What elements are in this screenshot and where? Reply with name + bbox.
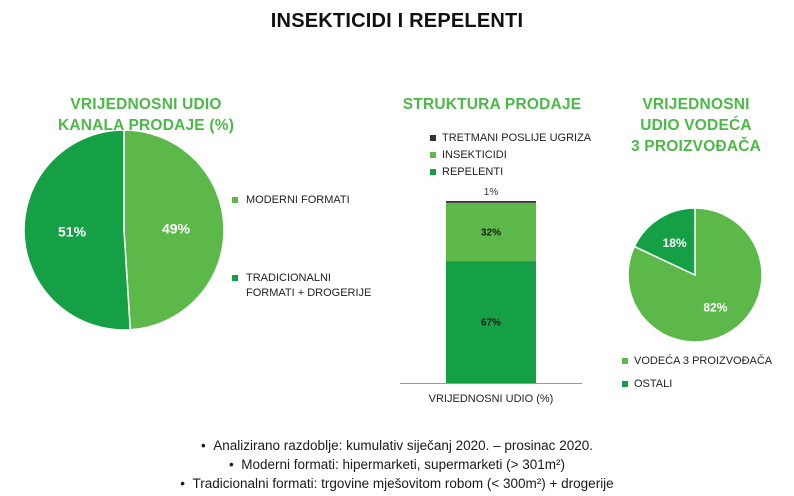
chart2-legend-swatch-repelenti (430, 169, 436, 175)
note-item-tradicionalni: • Tradicionalni formati: trgovine mješov… (180, 476, 614, 491)
chart1-legend: MODERNI FORMATI TRADICIONALNI FORMATI + … (232, 193, 371, 301)
chart2-legend-item-tretmani: TRETMANI POSLIJE UGRIZA (430, 131, 591, 146)
note-item-period: • Analizirano razdoblje: kumulativ siječ… (201, 438, 593, 453)
chart1-legend-label-tradicionalni: TRADICIONALNI FORMATI + DROGERIJE (246, 271, 371, 301)
chart1-legend-label-tradicionalni-line-2: FORMATI + DROGERIJE (246, 287, 372, 299)
chart1-legend-item-moderni: MODERNI FORMATI (232, 193, 371, 208)
note-text-moderni: Moderni formati: hipermarketi, supermark… (241, 457, 565, 472)
chart1-pie: 49% 51% (23, 130, 225, 331)
chart3-slice-label-1: 18% (663, 236, 687, 250)
chart2-legend-swatch-tretmani (430, 135, 436, 141)
chart2-legend-label-insekticidi: INSEKTICIDI (442, 149, 507, 161)
chart3-legend-swatch-vodeca (622, 358, 628, 364)
chart3-title: VRIJEDNOSNI UDIO VODEĆA 3 PROIZVOĐAČA (606, 94, 786, 157)
note-text-tradicionalni: Tradicionalni formati: trgovine mješovit… (192, 476, 614, 491)
chart3-legend-item-vodeca: VODEĆA 3 PROIZVOĐAČA (622, 354, 772, 369)
chart1-legend-item-tradicionalni: TRADICIONALNI FORMATI + DROGERIJE (232, 271, 371, 301)
chart1-slice-0 (123, 130, 225, 331)
chart2-bar-segment-0 (446, 261, 536, 383)
chart1-legend-label-moderni-line-1: MODERNI FORMATI (246, 194, 350, 206)
chart2-legend-swatch-insekticidi (430, 152, 436, 158)
chart1-title: VRIJEDNOSNI UDIO KANALA PRODAJE (%) (22, 94, 270, 136)
chart1-legend-label-tradicionalni-line-1: TRADICIONALNI (246, 272, 331, 284)
chart3-legend: VODEĆA 3 PROIZVOĐAČA OSTALI (622, 354, 772, 392)
chart1-legend-swatch-tradicionalni (232, 275, 238, 281)
chart3-legend-swatch-ostali (622, 381, 628, 387)
chart1-legend-label-moderni: MODERNI FORMATI (246, 193, 350, 208)
chart2-bar-label-2: 1% (484, 187, 499, 198)
chart3-pie: 82% 18% (627, 207, 763, 343)
chart2-legend-item-insekticidi: INSEKTICIDI (430, 148, 591, 163)
chart1-slice-label-0: 49% (162, 220, 191, 236)
chart2-legend-label-tretmani: TRETMANI POSLIJE UGRIZA (442, 132, 592, 144)
page-title: INSEKTICIDI I REPELENTI (270, 10, 524, 32)
chart3-slice-label-0: 82% (703, 300, 727, 314)
chart2-bar-segment-1 (446, 202, 536, 262)
notes-list: • Analizirano razdoblje: kumulativ siječ… (0, 436, 794, 493)
chart1-title-line-1: VRIJEDNOSNI UDIO (70, 96, 222, 113)
chart1-slice-1 (23, 130, 132, 331)
chart3-legend-label-ostali: OSTALI (634, 378, 673, 390)
chart2-bar-label-1: 32% (481, 227, 501, 238)
chart1-legend-swatch-moderni (232, 197, 238, 203)
chart3-title-line-3: 3 PROIZVOĐAČA (630, 138, 762, 155)
note-text-period: Analizirano razdoblje: kumulativ siječan… (213, 438, 593, 453)
chart3-legend-label-vodeca: VODEĆA 3 PROIZVOĐAČA (634, 355, 773, 367)
chart2-category-label: VRIJEDNOSNI UDIO (%) (429, 393, 554, 405)
note-item-moderni: • Moderni formati: hipermarketi, superma… (229, 457, 565, 472)
chart1-title-line-2: KANALA PRODAJE (%) (57, 117, 235, 134)
chart2-bar: 67% 32% 1% VRIJEDNOSNI UDIO (%) (400, 187, 582, 405)
chart2-legend: TRETMANI POSLIJE UGRIZA INSEKTICIDI REPE… (430, 131, 591, 180)
chart2-title: STRUKTURA PRODAJE (402, 96, 582, 113)
chart2-legend-item-repelenti: REPELENTI (430, 165, 591, 180)
chart2-bar-label-0: 67% (481, 318, 501, 329)
chart1-slice-label-1: 51% (58, 224, 87, 240)
chart3-title-line-2: UDIO VODEĆA (640, 117, 752, 134)
chart3-slice-1 (633, 207, 696, 277)
chart3-title-line-1: VRIJEDNOSNI (642, 96, 750, 113)
chart3-legend-item-ostali: OSTALI (622, 377, 772, 392)
chart2-legend-label-repelenti: REPELENTI (442, 166, 504, 178)
chart2-bar-segment-2 (446, 201, 536, 203)
